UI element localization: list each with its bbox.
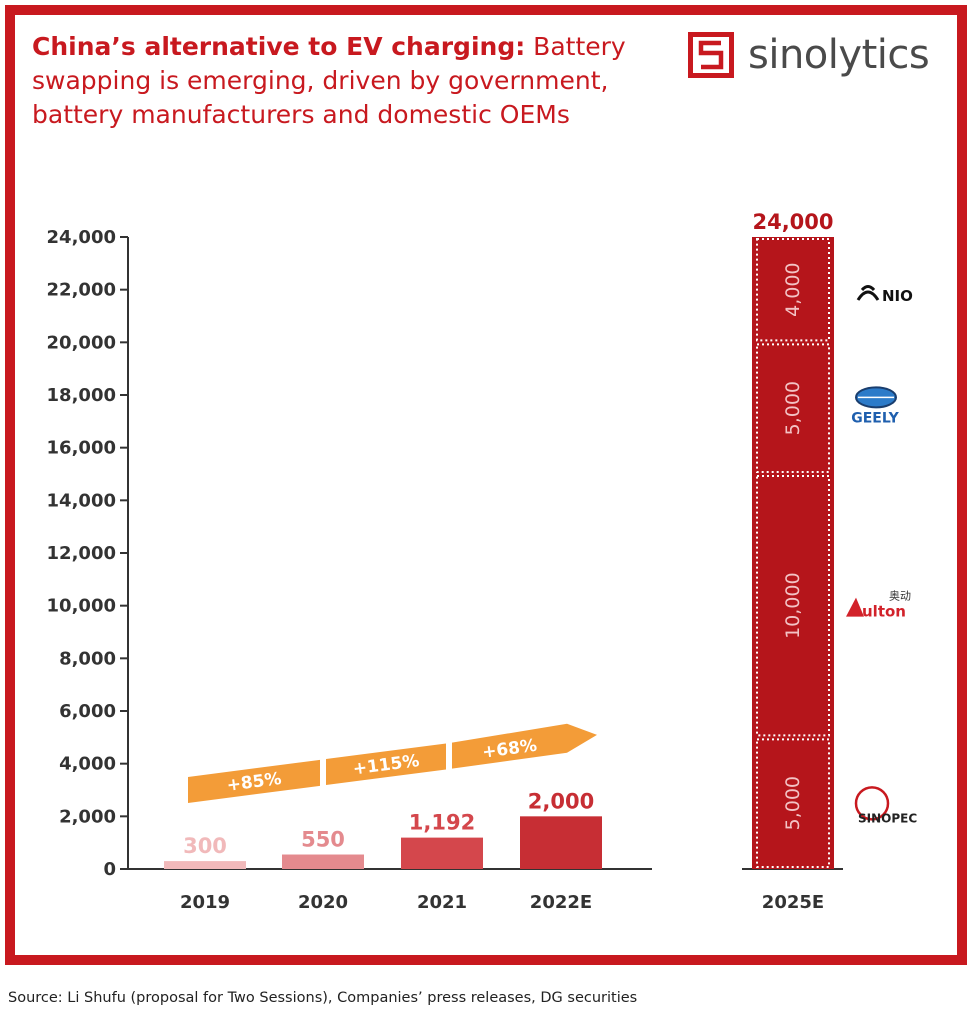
stack-segment-label: 5,000 xyxy=(782,776,804,830)
growth-arrow-segment xyxy=(452,723,597,769)
x-tick-label: 2019 xyxy=(180,892,230,913)
nio-logo-icon: NIO xyxy=(856,285,913,305)
x-tick-label: 2020 xyxy=(298,892,348,913)
sinolytics-logo: sinolytics xyxy=(688,30,930,80)
stack-segment-geely xyxy=(756,343,830,474)
svg-text:GEELY: GEELY xyxy=(851,410,899,426)
stack-segment-aulton xyxy=(756,475,830,737)
bar-value-label: 1,192 xyxy=(409,811,475,835)
y-tick-label: 10,000 xyxy=(47,596,116,617)
sinolytics-logo-text: sinolytics xyxy=(748,32,930,78)
svg-text:奥动: 奥动 xyxy=(889,589,911,603)
svg-text:SINOPEC: SINOPEC xyxy=(858,811,917,825)
svg-text:ulton: ulton xyxy=(862,603,906,621)
bar-value-label: 550 xyxy=(301,828,345,852)
y-tick-label: 16,000 xyxy=(47,438,116,459)
y-tick-label: 6,000 xyxy=(59,701,116,722)
bar-2025E xyxy=(752,237,834,869)
bar-value-label: 24,000 xyxy=(752,210,833,234)
bar-value-label: 2,000 xyxy=(528,789,594,813)
y-tick-label: 14,000 xyxy=(47,490,116,511)
title-bold: China’s alternative to EV charging: xyxy=(32,32,526,61)
y-tick-label: 18,000 xyxy=(47,385,116,406)
y-tick-label: 0 xyxy=(103,859,116,880)
source-note: Source: Li Shufu (proposal for Two Sessi… xyxy=(8,990,638,1006)
stack-segment-sinopec xyxy=(756,738,830,868)
bar-value-label: 300 xyxy=(183,834,227,858)
bar-2020 xyxy=(282,854,364,869)
stack-segment-label: 10,000 xyxy=(782,572,804,638)
bar-2021 xyxy=(401,837,483,869)
title-rest: Battery swapping is emerging, driven by … xyxy=(32,32,626,129)
x-tick-label: 2025E xyxy=(762,892,824,913)
stack-segment-label: 4,000 xyxy=(782,262,804,316)
bar-2019 xyxy=(164,861,246,869)
stack-segment-nio xyxy=(756,238,830,342)
stack-segment-label: 5,000 xyxy=(782,381,804,435)
x-tick-label: 2021 xyxy=(417,892,467,913)
svg-text:NIO: NIO xyxy=(882,287,913,305)
y-tick-label: 22,000 xyxy=(47,280,116,301)
y-tick-label: 4,000 xyxy=(59,754,116,775)
growth-arrow-segment xyxy=(326,743,446,786)
growth-arrow-segment xyxy=(188,759,320,803)
geely-logo-icon: GEELY xyxy=(851,386,900,426)
sinopec-logo-icon: SINOPEC xyxy=(854,786,917,825)
sinolytics-logo-icon xyxy=(688,32,734,78)
y-tick-label: 24,000 xyxy=(47,227,116,248)
y-tick-label: 2,000 xyxy=(59,806,116,827)
y-tick-label: 12,000 xyxy=(47,543,116,564)
chart-title: China’s alternative to EV charging: Batt… xyxy=(32,30,672,132)
y-tick-label: 20,000 xyxy=(47,332,116,353)
y-tick-label: 8,000 xyxy=(59,648,116,669)
bar-2022E xyxy=(520,816,602,869)
x-tick-label: 2022E xyxy=(530,892,592,913)
